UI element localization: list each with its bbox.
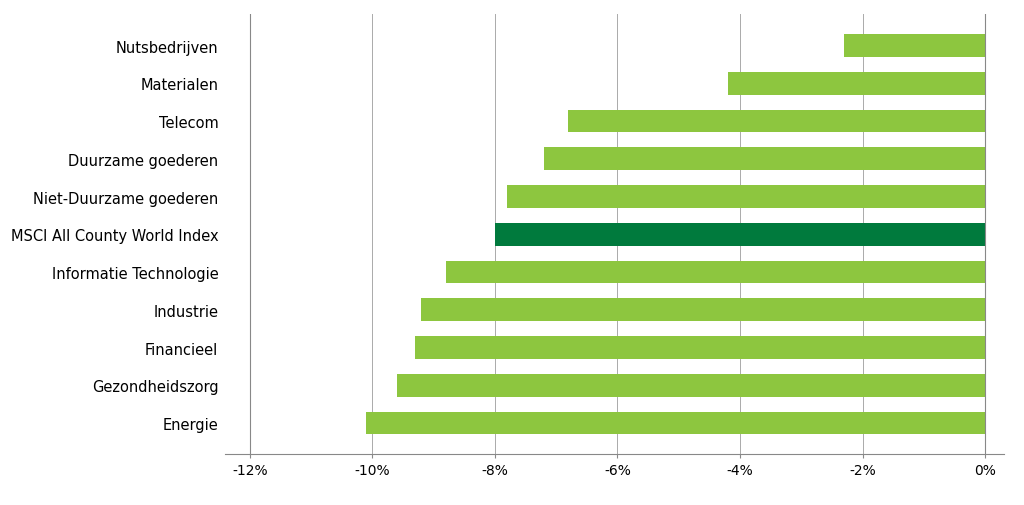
Bar (844, 35, 985, 58)
Bar (507, 186, 985, 209)
Bar (397, 374, 985, 397)
Bar (495, 224, 985, 246)
Bar (421, 299, 985, 322)
Bar (445, 261, 985, 284)
Bar (728, 73, 985, 95)
Bar (544, 148, 985, 171)
Bar (367, 412, 985, 434)
Bar (568, 111, 985, 133)
Bar (416, 336, 985, 359)
